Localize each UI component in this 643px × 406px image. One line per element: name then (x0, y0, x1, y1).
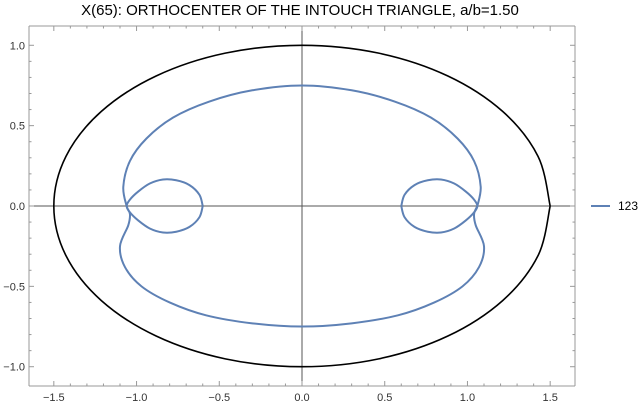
x-tick-label: −1.5 (43, 392, 65, 404)
series-reference-ellipse (53, 44, 551, 368)
x-tick-label: −0.5 (208, 392, 230, 404)
legend-label: 123 (618, 199, 638, 213)
legend: 123 (591, 199, 638, 213)
y-tick-label: −0.5 (3, 281, 25, 293)
series-locus-right-loop (400, 178, 479, 234)
y-tick-label: 0.5 (10, 121, 25, 133)
axes (29, 26, 575, 386)
y-tick-label: 0.0 (10, 201, 25, 213)
x-tick-label: 0.0 (294, 392, 309, 404)
series-locus-outer (118, 84, 486, 328)
x-tick-label: 1.0 (460, 392, 475, 404)
x-tick-label: 1.5 (543, 392, 558, 404)
x-tick-label: 0.5 (377, 392, 392, 404)
y-tick-label: 1.0 (10, 40, 25, 52)
series-locus-left-loop (125, 178, 204, 234)
x-tick-label: −1.0 (126, 392, 148, 404)
y-tick-label: −1.0 (3, 362, 25, 374)
ticks: −1.5 −1.0 −0.5 0.0 0.5 1.0 1.5 −1.0 −0.5 0.0 0.5 1.… (3, 26, 575, 404)
chart-title: X(65): ORTHOCENTER OF THE INTOUCH TRIANG… (81, 2, 519, 19)
series-group (53, 44, 551, 368)
